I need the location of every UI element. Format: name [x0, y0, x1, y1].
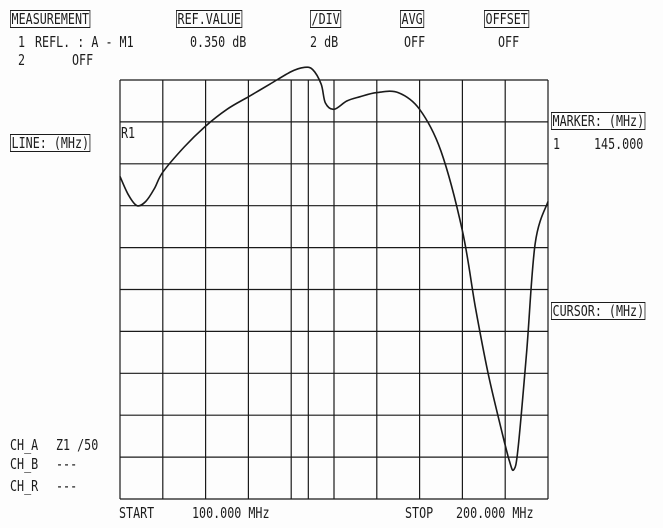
line-label: LINE: (MHz)	[10, 134, 91, 152]
stop-value: 200.000 MHz	[456, 504, 534, 522]
start-label: START	[119, 504, 155, 522]
ch-b-name: CH_B	[10, 455, 39, 473]
stop-label: STOP	[405, 504, 434, 522]
ch1-avg: OFF	[404, 33, 426, 51]
marker-index: 1	[553, 135, 561, 153]
ch1-ref-value: 0.350 dB	[190, 33, 247, 51]
ch1-measurement: REFL. : A - M1	[35, 33, 134, 51]
measurement-label: MEASUREMENT	[10, 10, 91, 28]
ch1-offset: OFF	[498, 33, 520, 51]
ch2-index: 2	[18, 51, 26, 69]
ch-r-value: ---	[56, 477, 78, 495]
plot-grid	[119, 79, 549, 500]
ch2-state: OFF	[72, 51, 94, 69]
offset-label: OFFSET	[484, 10, 530, 28]
ref-value-label: REF.VALUE	[176, 10, 243, 28]
ch1-div: 2 dB	[310, 33, 339, 51]
ch-r-name: CH_R	[10, 477, 39, 495]
start-value: 100.000 MHz	[192, 504, 270, 522]
div-label: /DIV	[310, 10, 342, 28]
ch-a-value: Z1 /50	[56, 436, 99, 454]
cursor-label: CURSOR: (MHz)	[551, 302, 646, 320]
ref-marker-label: R1	[121, 124, 136, 142]
marker-label: MARKER: (MHz)	[551, 112, 646, 130]
trace-line	[119, 66, 549, 472]
ch1-index: 1	[18, 33, 26, 51]
ch-a-name: CH_A	[10, 436, 39, 454]
avg-label: AVG	[400, 10, 425, 28]
ch-b-value: ---	[56, 455, 78, 473]
marker-value: 145.000	[594, 135, 644, 153]
